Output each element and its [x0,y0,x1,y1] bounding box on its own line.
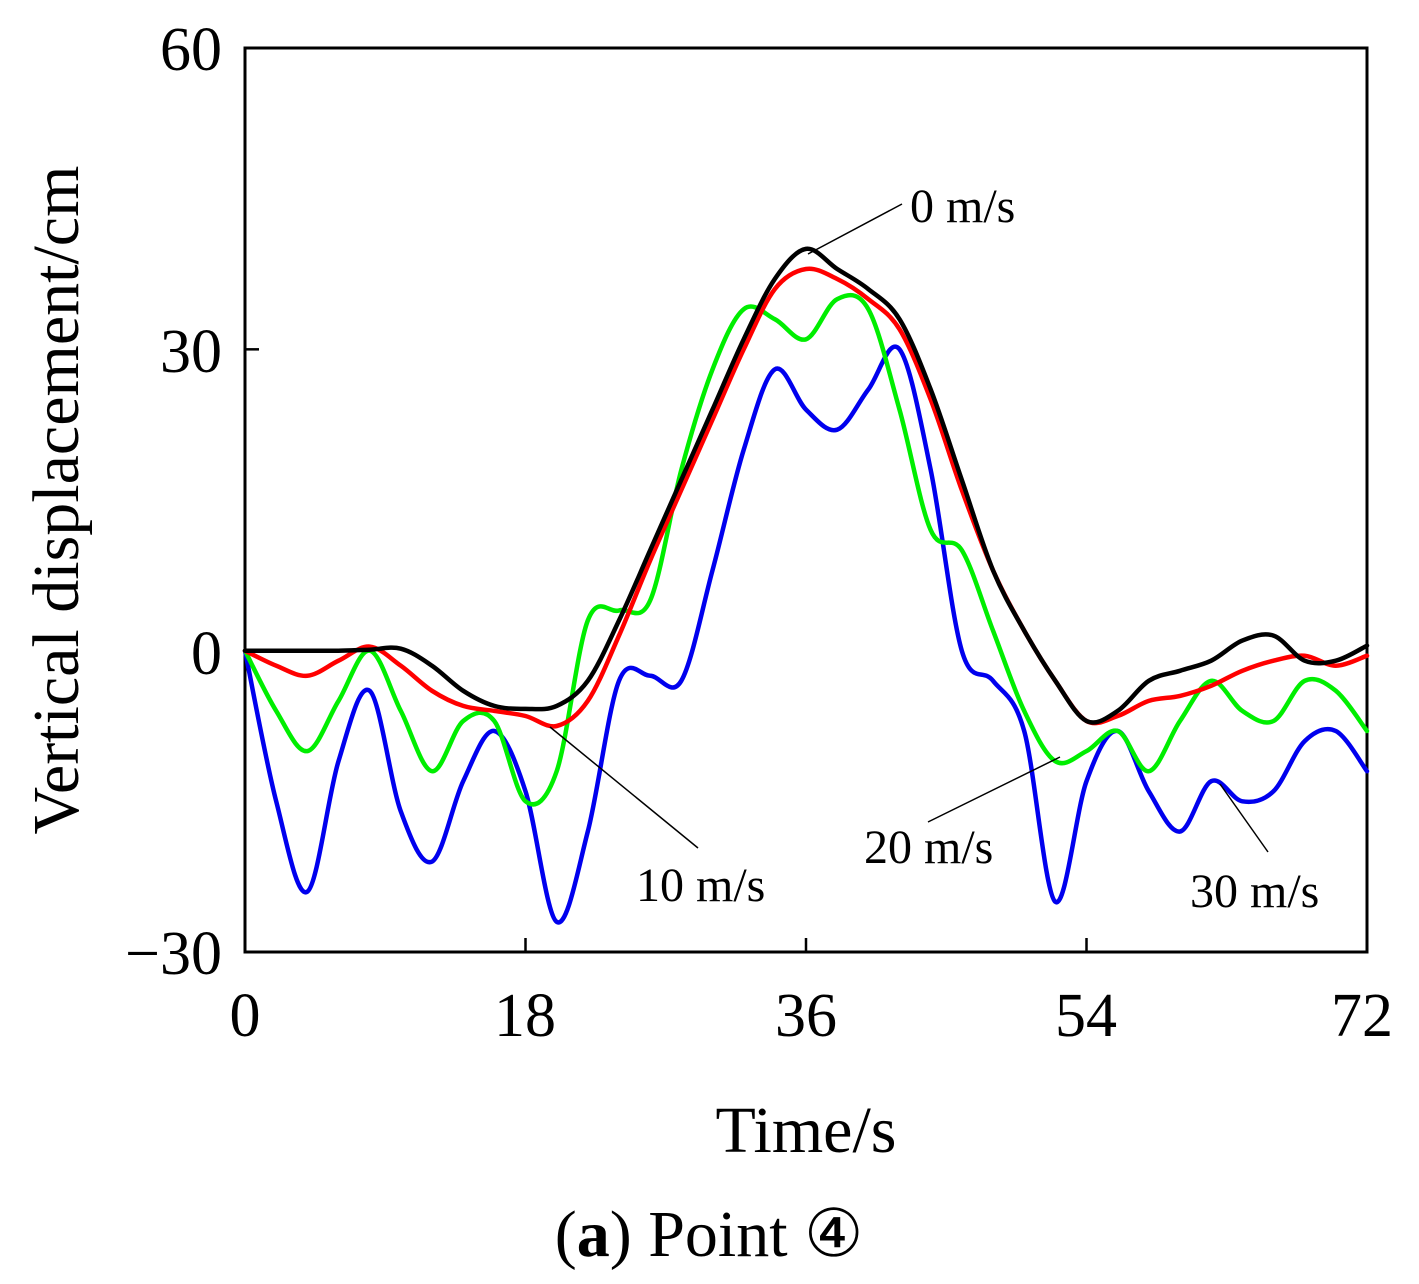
annotation-10ms: 10 m/s [636,859,765,912]
y-tick-label: 60 [160,16,222,84]
annotation-leader-10ms [549,726,699,849]
y-tick-label: 30 [160,318,222,386]
plot-frame [243,46,1369,954]
series-line-30-m-s [242,344,1370,925]
caption-label: a [577,1198,610,1271]
ticks-layer [245,348,1088,952]
series-line-0-m-s [242,246,1370,725]
x-tick-label: 0 [230,982,261,1050]
x-tick-label: 18 [494,982,556,1050]
x-tick-label: 72 [1331,982,1393,1050]
caption-open-paren: ( [555,1198,577,1271]
x-axis-title: Time/s [716,1094,897,1167]
y-tick-label: −30 [125,920,222,988]
annotation-30ms: 30 m/s [1190,865,1319,918]
series-line-10-m-s [242,266,1370,729]
y-tick-label: 0 [191,620,222,688]
series-layer [242,246,1370,925]
y-axis-title: Vertical displacement/cm [20,166,93,835]
series-line-20-m-s [242,292,1370,807]
annotation-leader-0ms [807,203,903,255]
x-tick-label: 36 [775,982,837,1050]
annotation-leader-20ms [927,756,1061,823]
annotation-leader-30ms [1219,783,1269,853]
caption-close-paren: ) [610,1198,648,1271]
annotation-0ms: 0 m/s [910,180,1015,233]
caption-text: Point ④ [648,1198,863,1271]
x-tick-label: 54 [1055,982,1117,1050]
annotation-20ms: 20 m/s [864,821,993,874]
figure-caption: (a) Point ④ [555,1198,864,1271]
